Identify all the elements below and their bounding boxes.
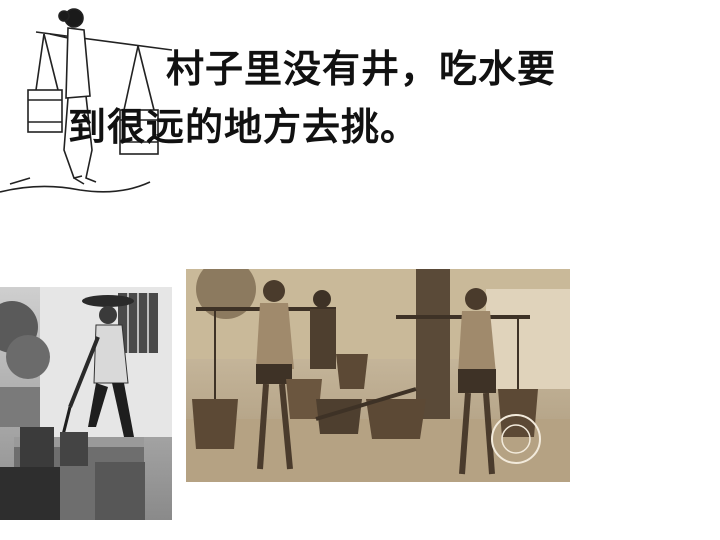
text-line-1: 村子里没有井，吃水要 <box>166 47 557 91</box>
line-drawing-woman-shoulder-pole-icon <box>0 0 172 196</box>
text-line-2: 到很远的地方去挑。 <box>68 105 420 149</box>
sepia-photo-water-carriers-icon <box>186 269 570 482</box>
slide-text: 村子里没有井，吃水要 到很远的地方去挑。 <box>68 40 688 156</box>
bw-photo-man-drawing-well-water-icon <box>0 287 172 520</box>
